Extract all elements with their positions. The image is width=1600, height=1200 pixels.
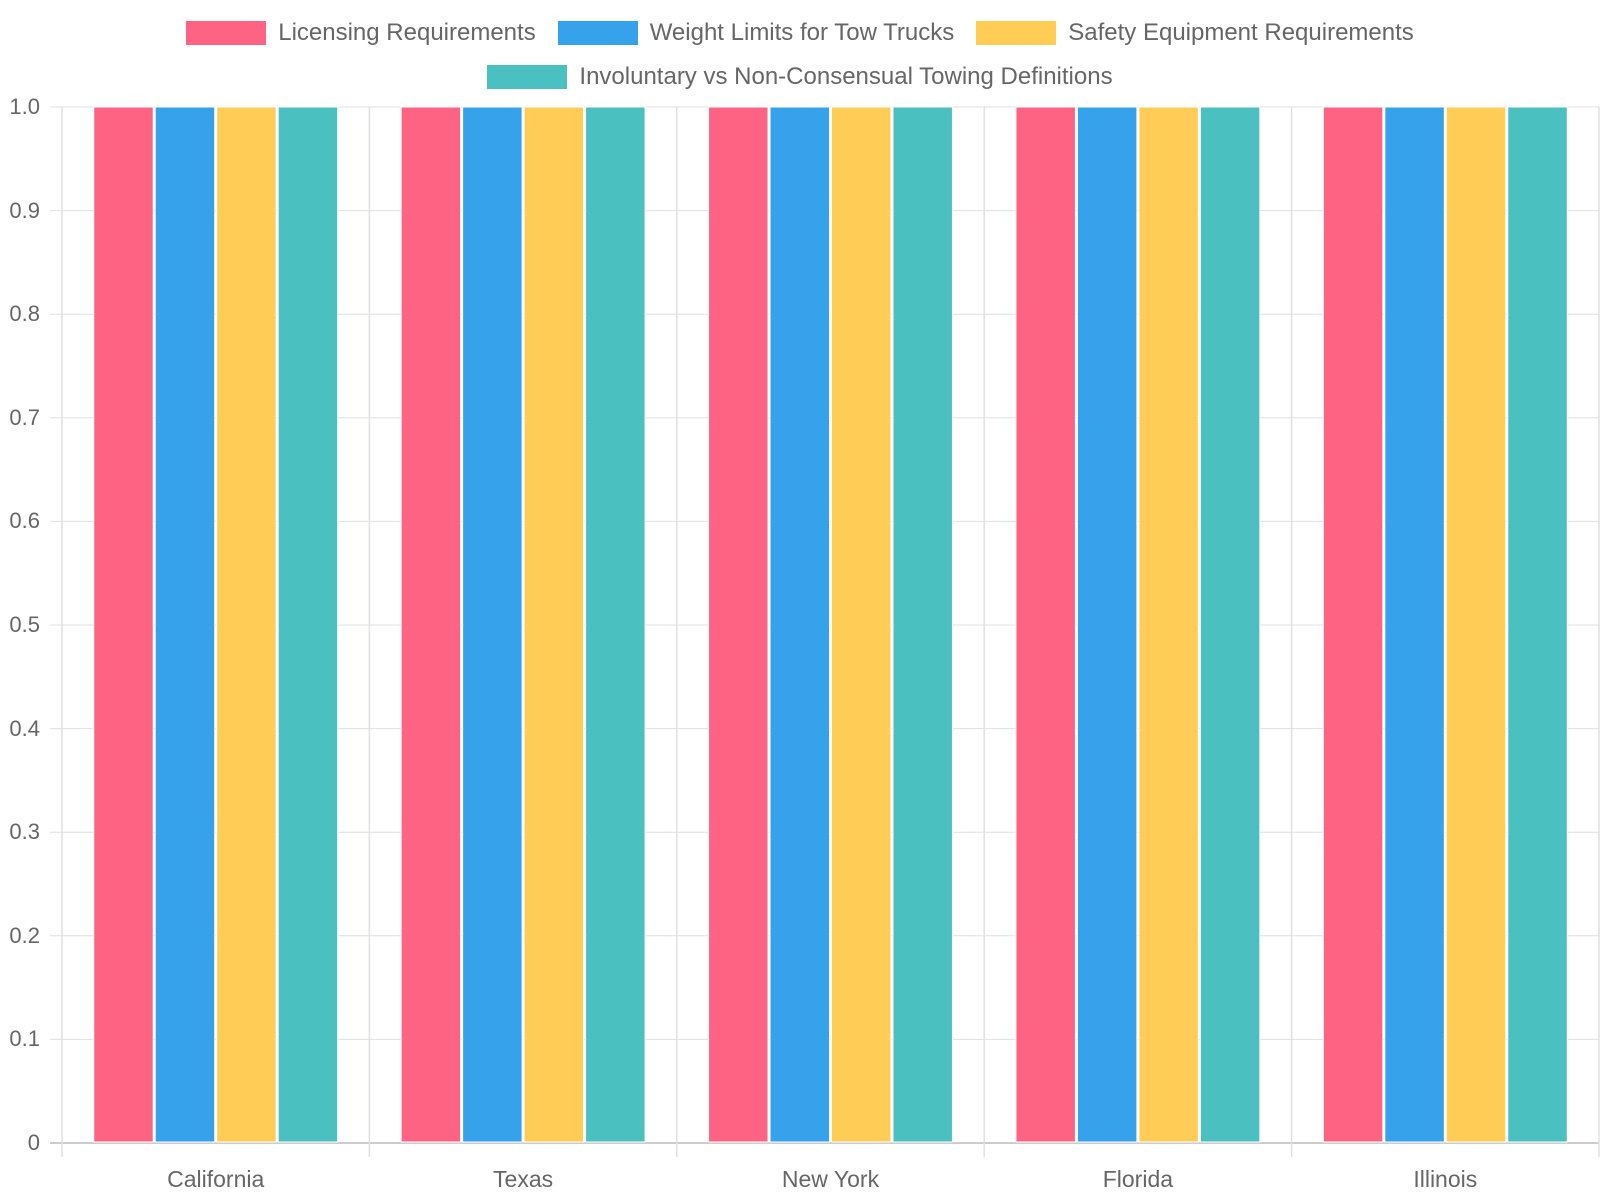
x-tick-label: California	[167, 1166, 265, 1192]
y-tick-label: 0.4	[9, 715, 40, 741]
legend-row-1: Licensing Requirements Weight Limits for…	[0, 19, 1600, 47]
legend-swatch-towing-definitions	[487, 65, 568, 89]
bar[interactable]	[1384, 106, 1445, 1143]
bar[interactable]	[585, 106, 646, 1143]
bar[interactable]	[1507, 106, 1568, 1143]
bar[interactable]	[769, 106, 831, 1143]
legend-label: Safety Equipment Requirements	[1068, 19, 1414, 46]
bar[interactable]	[462, 106, 523, 1143]
y-tick-label: 0.8	[9, 301, 40, 327]
legend-item-safety-equipment[interactable]: Safety Equipment Requirements	[976, 19, 1414, 47]
bar[interactable]	[1076, 106, 1138, 1143]
legend-item-towing-definitions[interactable]: Involuntary vs Non-Consensual Towing Def…	[487, 63, 1113, 91]
y-tick-label: 0.2	[9, 922, 40, 948]
bar[interactable]	[523, 106, 585, 1143]
y-tick-label: 0.3	[9, 819, 40, 845]
legend-label: Weight Limits for Tow Trucks	[649, 19, 955, 46]
bar[interactable]	[1322, 106, 1384, 1143]
bar[interactable]	[400, 106, 462, 1143]
x-tick-label: Florida	[1102, 1166, 1174, 1192]
legend-item-weight-limits[interactable]: Weight Limits for Tow Trucks	[557, 19, 955, 47]
bar[interactable]	[154, 106, 216, 1143]
y-tick-label: 0.9	[9, 197, 40, 223]
bar[interactable]	[1015, 106, 1076, 1143]
y-tick-label: 0.5	[9, 612, 40, 637]
legend-item-licensing[interactable]: Licensing Requirements	[186, 19, 536, 47]
bar[interactable]	[1445, 106, 1507, 1143]
bar[interactable]	[708, 106, 769, 1143]
x-tick-label: Texas	[493, 1166, 554, 1192]
y-tick-label: 0.7	[9, 404, 40, 430]
bar[interactable]	[93, 106, 154, 1143]
bar[interactable]	[1138, 106, 1199, 1143]
legend-label: Involuntary vs Non-Consensual Towing Def…	[579, 63, 1113, 90]
legend-swatch-safety-equipment	[976, 21, 1057, 45]
legend-row-2: Involuntary vs Non-Consensual Towing Def…	[0, 63, 1600, 91]
bar[interactable]	[831, 106, 892, 1143]
bar[interactable]	[1199, 106, 1261, 1143]
y-tick-label: 1.0	[9, 94, 40, 119]
y-tick-label: 0	[27, 1130, 40, 1155]
legend-label: Licensing Requirements	[278, 19, 536, 46]
legend-swatch-weight-limits	[557, 21, 638, 45]
x-tick-label: Illinois	[1413, 1166, 1478, 1192]
y-tick-label: 0.1	[9, 1026, 40, 1052]
bar[interactable]	[892, 106, 953, 1143]
y-tick-label: 0.6	[9, 508, 40, 534]
x-tick-label: New York	[781, 1166, 880, 1192]
bar[interactable]	[277, 106, 339, 1143]
bar[interactable]	[216, 106, 277, 1143]
legend-swatch-licensing	[186, 21, 267, 45]
